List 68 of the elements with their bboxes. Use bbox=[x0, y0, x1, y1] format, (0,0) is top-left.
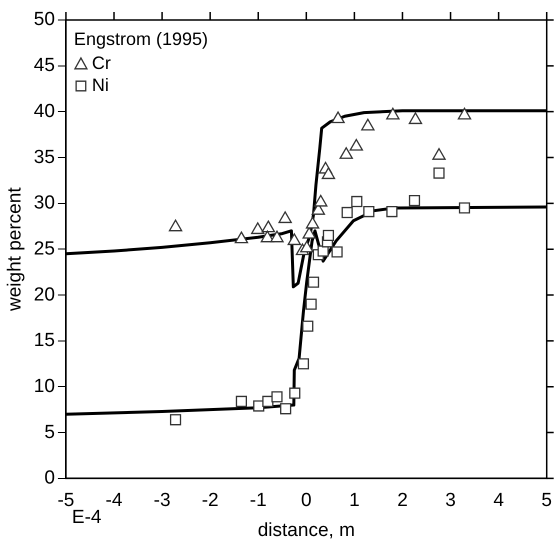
x-tick-label: -3 bbox=[154, 490, 171, 512]
point bbox=[278, 211, 292, 224]
point bbox=[302, 320, 314, 332]
point bbox=[408, 112, 422, 124]
y-tick-label: 35 bbox=[34, 146, 55, 168]
point bbox=[331, 246, 343, 258]
point bbox=[288, 233, 302, 246]
point bbox=[289, 388, 300, 399]
legend-title: Engstrom (1995) bbox=[74, 28, 208, 49]
point bbox=[458, 202, 470, 214]
point bbox=[170, 414, 182, 426]
x-tick-label: 5 bbox=[541, 490, 552, 512]
point bbox=[306, 216, 320, 229]
point bbox=[351, 196, 362, 208]
point bbox=[262, 220, 276, 232]
point bbox=[314, 194, 328, 207]
x-tick-label: -5 bbox=[57, 490, 74, 512]
point bbox=[260, 230, 274, 242]
point bbox=[271, 391, 283, 402]
point bbox=[253, 400, 264, 412]
point bbox=[234, 231, 248, 244]
point bbox=[322, 230, 334, 242]
legend-label: Cr bbox=[92, 52, 111, 73]
x-tick-label: 3 bbox=[445, 490, 456, 512]
point bbox=[363, 206, 374, 218]
y-tick-label: 0 bbox=[44, 468, 55, 489]
point bbox=[340, 147, 353, 159]
y-tick-label: 10 bbox=[34, 376, 55, 397]
point bbox=[300, 240, 314, 252]
point bbox=[280, 403, 292, 414]
point bbox=[458, 108, 472, 120]
point bbox=[298, 358, 310, 370]
x-tick-label: -1 bbox=[250, 490, 267, 512]
y-tick-label: 50 bbox=[34, 9, 55, 30]
point bbox=[302, 226, 316, 239]
x-tick-label: -2 bbox=[202, 490, 219, 512]
point bbox=[386, 108, 400, 120]
point bbox=[236, 396, 248, 407]
point bbox=[270, 230, 284, 242]
point bbox=[322, 167, 336, 180]
point bbox=[168, 220, 182, 232]
x-tick-label: 0 bbox=[301, 490, 312, 512]
y-tick-label: 5 bbox=[44, 422, 55, 443]
x-tick-label: 2 bbox=[397, 490, 408, 512]
y-tick-label: 15 bbox=[34, 330, 55, 352]
point bbox=[251, 222, 264, 234]
y-tick-label: 45 bbox=[34, 55, 55, 76]
text: E-4 bbox=[72, 507, 102, 528]
point bbox=[386, 206, 398, 218]
y-tick-label: 20 bbox=[34, 284, 55, 306]
x-tick-label: -4 bbox=[106, 490, 123, 512]
x-tick-label: 1 bbox=[349, 490, 360, 512]
y-tick-label: 30 bbox=[34, 192, 55, 214]
x-tick-label: 4 bbox=[493, 490, 504, 512]
point bbox=[432, 148, 446, 160]
point bbox=[433, 168, 445, 179]
point bbox=[342, 206, 353, 218]
x-axis-title: distance, m bbox=[258, 520, 355, 541]
y-axis-title: weight percent bbox=[4, 186, 26, 312]
point bbox=[331, 111, 345, 124]
point bbox=[350, 138, 364, 151]
legend-label: Ni bbox=[92, 74, 109, 95]
point bbox=[308, 276, 320, 288]
y-tick-label: 40 bbox=[34, 100, 55, 122]
point bbox=[306, 298, 317, 310]
y-tick-label: 25 bbox=[34, 238, 55, 260]
point bbox=[408, 195, 420, 206]
point bbox=[361, 118, 375, 130]
